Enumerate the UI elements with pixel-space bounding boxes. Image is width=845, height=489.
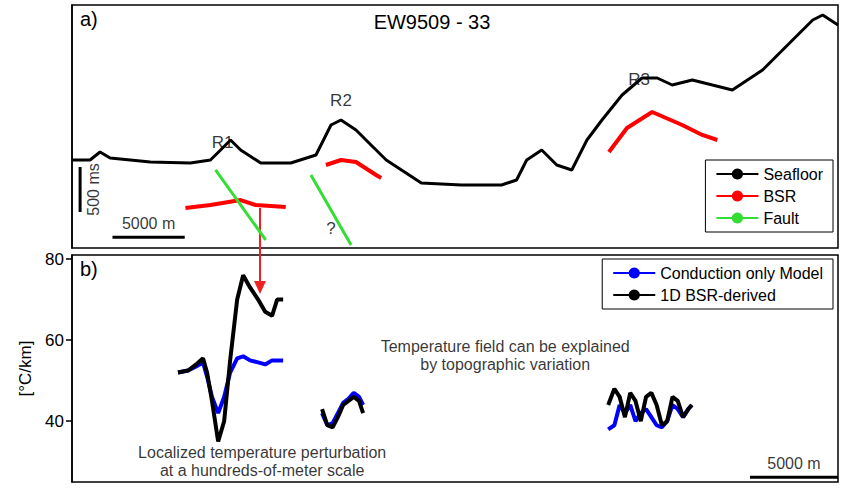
svg-text:a): a) <box>80 8 98 30</box>
svg-text:b): b) <box>80 258 98 280</box>
svg-text:Temperature field can be expla: Temperature field can be explained <box>381 338 630 355</box>
svg-text:1D BSR-derived: 1D BSR-derived <box>660 287 776 304</box>
svg-text:?: ? <box>326 219 335 238</box>
svg-text:5000 m: 5000 m <box>767 455 820 472</box>
svg-text:40: 40 <box>45 412 64 431</box>
svg-text:R1: R1 <box>211 133 234 153</box>
svg-text:by topographic variation: by topographic variation <box>420 356 590 373</box>
svg-text:500 ms: 500 ms <box>85 163 102 215</box>
svg-text:60: 60 <box>45 331 64 350</box>
svg-text:Seafloor: Seafloor <box>763 166 823 183</box>
svg-text:R2: R2 <box>330 91 352 110</box>
svg-text:5000 m: 5000 m <box>122 215 175 232</box>
svg-text:EW9509 - 33: EW9509 - 33 <box>374 11 491 33</box>
svg-text:R3: R3 <box>628 70 650 90</box>
svg-text:[°C/km]: [°C/km] <box>16 341 35 397</box>
svg-text:Conduction only Model: Conduction only Model <box>660 265 823 282</box>
svg-text:at a hundreds-of-meter scale: at a hundreds-of-meter scale <box>160 462 365 479</box>
svg-text:Fault: Fault <box>763 210 799 227</box>
svg-text:Localized temperature perturba: Localized temperature perturbation <box>138 444 386 461</box>
svg-text:80: 80 <box>45 250 64 269</box>
svg-text:BSR: BSR <box>763 188 796 205</box>
